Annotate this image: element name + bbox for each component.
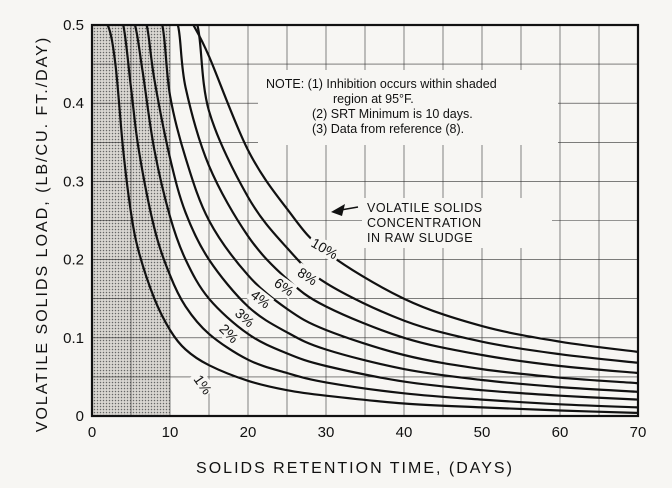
note-line-2: region at 95°F. bbox=[333, 92, 414, 106]
callout-line-3: IN RAW SLUDGE bbox=[367, 231, 473, 245]
x-tick-label: 40 bbox=[396, 424, 413, 441]
x-axis-title: SOLIDS RETENTION TIME, (DAYS) bbox=[196, 460, 514, 477]
curve-label-bg bbox=[292, 262, 322, 289]
x-tick-label: 50 bbox=[474, 424, 491, 441]
curve-series-4 bbox=[138, 25, 638, 393]
y-tick-label: 0.3 bbox=[63, 173, 84, 190]
curve-series-2 bbox=[115, 25, 638, 409]
x-tick-label: 20 bbox=[240, 424, 257, 441]
y-tick-label: 0.2 bbox=[63, 252, 84, 269]
callout: VOLATILE SOLIDS CONCENTRATION IN RAW SLU… bbox=[331, 198, 552, 248]
x-tick-label: 60 bbox=[552, 424, 569, 441]
curve-series-3 bbox=[127, 25, 638, 401]
note-line-4: (3) Data from reference (8). bbox=[312, 122, 464, 136]
curve-label-bg bbox=[229, 302, 259, 331]
y-tick-label: 0.5 bbox=[63, 17, 84, 34]
y-tick-labels: 0 0.1 0.2 0.3 0.4 0.5 bbox=[63, 17, 84, 425]
note-line-1: NOTE: (1) Inhibition occurs within shade… bbox=[266, 77, 497, 91]
y-axis-title: VOLATILE SOLIDS LOAD, (LB/CU. FT./DAY) bbox=[34, 36, 51, 432]
curve-label-bg bbox=[188, 369, 216, 399]
note-box: NOTE: (1) Inhibition occurs within shade… bbox=[258, 70, 558, 145]
y-tick-label: 0.4 bbox=[63, 95, 84, 112]
callout-line-1: VOLATILE SOLIDS bbox=[367, 201, 483, 215]
curve-label-bg bbox=[305, 233, 343, 264]
callout-line-2: CONCENTRATION bbox=[367, 216, 482, 230]
plot-frame bbox=[90, 23, 640, 418]
x-tick-label: 30 bbox=[318, 424, 335, 441]
x-tick-label: 10 bbox=[162, 424, 179, 441]
note-line-3: (2) SRT Minimum is 10 days. bbox=[312, 107, 473, 121]
curve-label-bg bbox=[214, 318, 243, 347]
curve-label-bg bbox=[245, 284, 275, 312]
y-tick-label: 0.1 bbox=[63, 330, 84, 347]
callout-arrowhead bbox=[331, 204, 345, 216]
curve-label-bg bbox=[268, 272, 298, 300]
curve-series-1 bbox=[95, 25, 638, 414]
y-tick-label: 0 bbox=[76, 408, 84, 425]
x-tick-label: 0 bbox=[88, 424, 96, 441]
x-tick-labels: 0 10 20 30 40 50 60 70 bbox=[88, 424, 647, 441]
x-tick-label: 70 bbox=[630, 424, 647, 441]
